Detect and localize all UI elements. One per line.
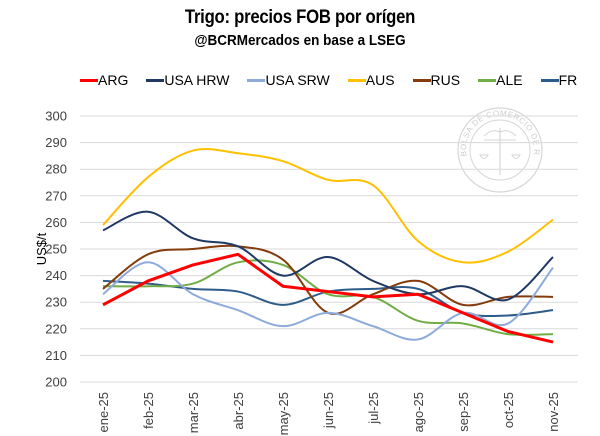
legend-swatch: [80, 78, 98, 82]
watermark-seal: BOLSA DE COMERCIO DE ROSARIO: [0, 0, 543, 193]
legend-swatch: [478, 78, 497, 82]
legend-item-ale: ALE: [478, 72, 523, 88]
legend-swatch: [247, 78, 266, 82]
series-line-arg: [102, 252, 554, 344]
legend: ARG USA HRW USA SRW AUS RUS ALE FR: [80, 72, 595, 88]
svg-text:BOLSA DE COMERCIO DE ROSARIO: BOLSA DE COMERCIO DE ROSARIO: [0, 0, 541, 157]
x-tick-label: ene-25: [96, 392, 111, 432]
y-tick-label: 200: [45, 375, 67, 390]
y-tick-label: 240: [45, 268, 67, 283]
legend-item-fr: FR: [540, 72, 578, 88]
x-tick-label: mar-25: [186, 392, 201, 433]
series-line-usa-hrw: [102, 210, 554, 302]
legend-label: FR: [558, 72, 578, 88]
legend-swatch: [540, 78, 559, 82]
legend-label: USA HRW: [164, 72, 230, 88]
y-tick-label: 280: [45, 162, 67, 177]
legend-item-usa-srw: USA SRW: [247, 72, 330, 88]
legend-label: USA SRW: [265, 72, 330, 88]
legend-swatch: [146, 78, 165, 82]
x-tick-label: oct-25: [501, 392, 516, 428]
chart-title: Trigo: precios FOB por orígen: [184, 7, 416, 28]
x-tick-label: sep-25: [456, 392, 471, 432]
y-tick-label: 260: [45, 215, 67, 230]
legend-label: AUS: [365, 72, 395, 88]
x-tick-label: jul-25: [366, 392, 381, 425]
x-tick-label: ago-25: [411, 392, 426, 432]
legend-label: ARG: [98, 72, 129, 88]
legend-swatch: [412, 78, 431, 82]
x-tick-label: nov-25: [546, 392, 561, 432]
y-axis-title: US$/t: [34, 232, 49, 265]
legend-label: RUS: [430, 72, 461, 88]
y-tick-label: 290: [45, 135, 67, 150]
legend-swatch: [347, 78, 366, 82]
series-line-aus: [102, 148, 554, 264]
legend-item-arg: ARG: [80, 72, 128, 88]
y-tick-label: 220: [45, 321, 67, 336]
x-tick-label: abr-25: [231, 392, 246, 430]
x-tick-label: may-25: [276, 392, 291, 435]
legend-item-rus: RUS: [412, 72, 461, 88]
y-tick-label: 300: [45, 109, 67, 124]
y-tick-label: 270: [45, 188, 67, 203]
y-tick-label: 210: [45, 348, 67, 363]
legend-item-usa-hrw: USA HRW: [146, 72, 229, 88]
y-tick-label: 250: [45, 242, 67, 257]
legend-label: ALE: [496, 72, 523, 88]
chart-subtitle: @BCRMercados en base a LSEG: [194, 32, 406, 49]
x-tick-label: feb-25: [141, 392, 156, 429]
x-tick-label: jun-25: [321, 392, 336, 429]
y-tick-label: 230: [45, 295, 67, 310]
series-line-ale: [102, 259, 554, 336]
legend-item-aus: AUS: [347, 72, 395, 88]
series-line-usa-srw: [102, 261, 554, 341]
